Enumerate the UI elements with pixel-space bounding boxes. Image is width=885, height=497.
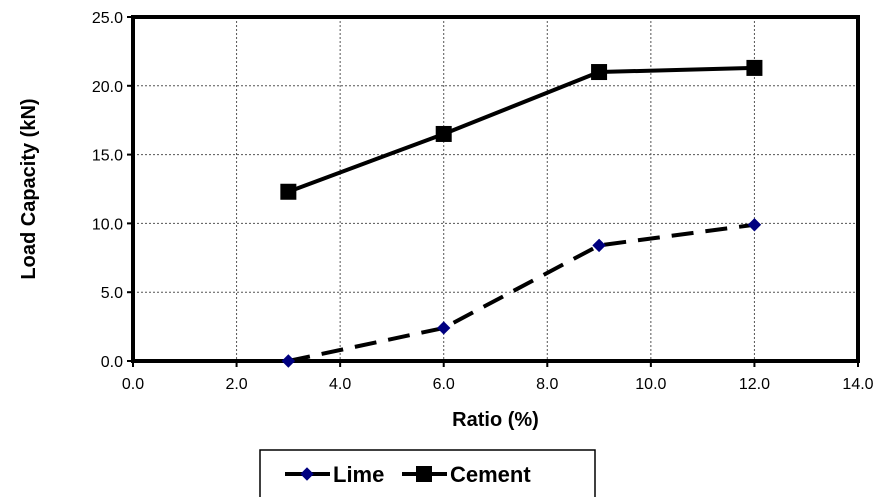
x-tick-label: 6.0 [433, 376, 455, 393]
y-tick-label: 15.0 [92, 148, 123, 165]
y-tick-label: 20.0 [92, 79, 123, 96]
data-point-lime [592, 238, 606, 253]
legend-marker-cement [416, 466, 432, 482]
y-tick-label: 5.0 [101, 285, 123, 302]
legend-label-cement: Cement [450, 462, 531, 487]
series-cement [280, 59, 763, 200]
legend-marker-lime [300, 467, 314, 481]
y-axis-title: Load Capacity (kN) [18, 98, 40, 279]
y-tick-label: 0.0 [101, 354, 123, 371]
x-tick-label: 14.0 [842, 376, 873, 393]
legend: Lime Cement [259, 449, 596, 497]
x-tick-label: 8.0 [536, 376, 558, 393]
series-lime [281, 218, 762, 368]
data-point-cement [280, 183, 297, 200]
plot-area-frame [131, 15, 860, 363]
x-tick-label: 12.0 [739, 376, 770, 393]
y-tick-label: 25.0 [92, 10, 123, 27]
series-line-cement [287, 65, 755, 194]
x-axis-title: Ratio (%) [452, 409, 539, 431]
axis-ticks: 0.0 2.0 4.0 6.0 8.0 10.0 12.0 14.0 0.0 5.0 10.0 15.… [92, 10, 874, 393]
x-tick-label: 2.0 [225, 376, 247, 393]
legend-label-lime: Lime [333, 462, 384, 487]
y-tick-label: 10.0 [92, 216, 123, 233]
x-tick-label: 4.0 [329, 376, 351, 393]
series-group [280, 59, 763, 368]
legend-item-lime: Lime [285, 462, 384, 487]
data-point-cement [746, 59, 763, 76]
legend-item-cement: Cement [402, 462, 531, 487]
data-point-lime [747, 218, 762, 232]
data-point-cement [435, 125, 452, 142]
series-line-lime [287, 222, 755, 363]
data-point-cement [591, 64, 608, 81]
data-point-lime [281, 354, 296, 368]
x-tick-label: 0.0 [122, 376, 144, 393]
x-tick-label: 10.0 [635, 376, 666, 393]
data-point-lime [437, 321, 451, 335]
grid [133, 17, 858, 361]
